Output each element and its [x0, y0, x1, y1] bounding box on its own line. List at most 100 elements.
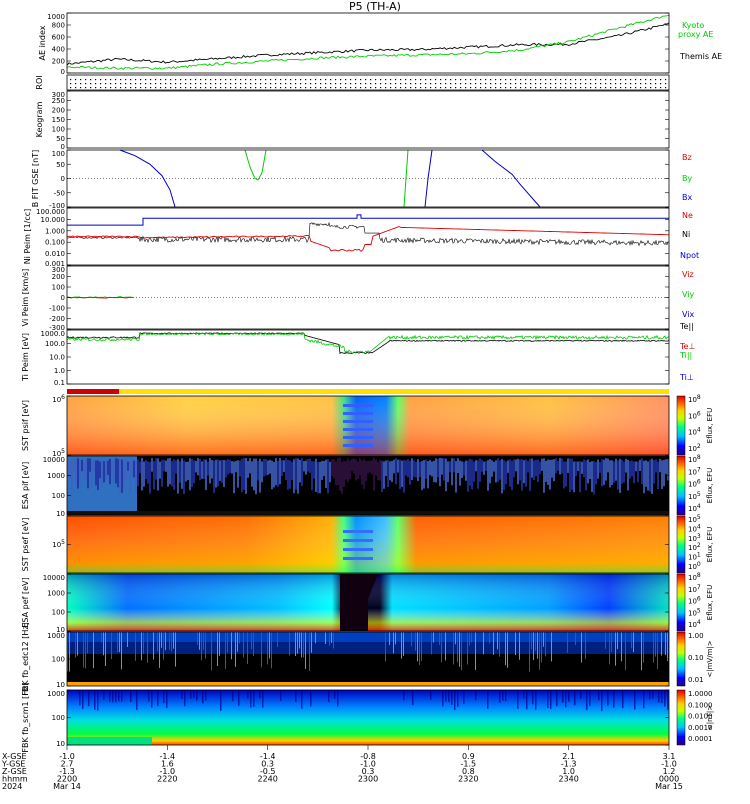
sst-elec-ylabel: SST psef [eV]	[21, 518, 30, 572]
roi-dot	[245, 87, 247, 89]
roi-dot	[610, 87, 612, 89]
text-layer: P5 (TH-A)AE index10008006004002000Kyotop…	[1, 0, 722, 791]
esa-ion-column	[377, 461, 379, 481]
by-trace	[244, 149, 267, 181]
esa-ion-column	[639, 459, 641, 472]
esa-ion-column	[467, 460, 469, 492]
esa-ion-column	[261, 461, 263, 483]
roi-dot	[625, 87, 627, 89]
roi-dot	[610, 79, 612, 81]
xaxis-tick-x: -1.4	[260, 752, 276, 761]
esa-ion-column	[295, 458, 297, 490]
keogram-ticklabel: 250	[52, 97, 65, 105]
roi-dot	[550, 87, 552, 89]
roi-dot	[270, 83, 272, 85]
esa-ion-column	[235, 460, 237, 473]
esa-ion-column	[359, 458, 361, 476]
legend-vix: Vix	[682, 310, 695, 319]
fbk-e-spike	[87, 632, 88, 654]
fbk-e-spike	[611, 632, 612, 652]
roi-dot	[275, 87, 277, 89]
fbk-e-spike	[169, 632, 170, 650]
fbk-e-spike	[101, 632, 102, 643]
fbk-b-streak	[589, 690, 591, 707]
esa-ion-column	[207, 461, 209, 476]
esa-ion-column	[133, 460, 135, 478]
roi-dot	[475, 79, 477, 81]
esa-ion-column	[83, 461, 85, 479]
roi-dot	[245, 83, 247, 85]
roi-dot	[605, 83, 607, 85]
fbk-e-ticklabel: 1000	[47, 632, 65, 640]
roi-dot	[360, 87, 362, 89]
roi-dot	[95, 87, 97, 89]
fbk-b-cbar-ticklabel: 0.0100	[688, 713, 713, 721]
roi-dot	[230, 83, 232, 85]
roi-dot	[295, 79, 297, 81]
roi-dot	[385, 87, 387, 89]
fbk-e-spike	[243, 632, 244, 658]
fbk-e-spike	[431, 632, 432, 655]
esa-ion-column	[253, 458, 255, 491]
fbk-e-spike	[541, 632, 542, 663]
roi-dot	[210, 83, 212, 85]
xaxis-tick-t: 0000	[659, 775, 679, 784]
esa-ion-column	[81, 459, 83, 472]
xaxis-tick-z: 0.8	[462, 767, 475, 776]
roi-dot	[285, 87, 287, 89]
roi-dot	[115, 79, 117, 81]
fbk-b-streak	[523, 690, 525, 699]
esa-ion-column	[409, 460, 411, 485]
fbk-e-floor	[67, 682, 669, 686]
roi-dot	[365, 83, 367, 85]
fbk-e-spike	[147, 632, 148, 663]
bfield-frame	[66, 149, 670, 208]
sst-ion-cell	[343, 420, 373, 423]
fbk-b-streak	[157, 690, 159, 707]
roi-dot	[550, 79, 552, 81]
fbk-b-streak	[517, 690, 519, 709]
roi-dot	[485, 83, 487, 85]
fbk-e-spike	[105, 632, 106, 666]
roi-dot	[315, 87, 317, 89]
esa-ion-column	[555, 458, 557, 474]
fbk-e-spike	[633, 632, 634, 653]
fbk-e-spike	[299, 632, 300, 649]
legend-themis-ae: Themis AE	[679, 52, 722, 61]
legend-viy: Viy	[682, 290, 695, 299]
roi-dot	[350, 83, 352, 85]
fbk-b-streak	[664, 690, 666, 707]
fbk-b-streak	[202, 690, 204, 704]
roi-dot	[275, 83, 277, 85]
xaxis-row-label: 2024	[2, 782, 22, 791]
sst-ion-cell	[343, 436, 373, 439]
roi-dot	[415, 87, 417, 89]
esa-ion-column	[419, 461, 421, 478]
esa-ion-column	[185, 461, 187, 482]
fbk-e-spike	[171, 632, 172, 652]
esa-ion-column	[527, 460, 529, 473]
fbk-b-streak	[337, 690, 339, 707]
esa-ion-column	[607, 458, 609, 473]
esa-ion-column	[457, 458, 459, 473]
roi-dot	[140, 87, 142, 89]
esa-ion-column	[573, 461, 575, 493]
roi-dot	[600, 87, 602, 89]
esa-ion-column	[493, 461, 495, 472]
esa-ion-column	[259, 458, 261, 493]
esa-ion-column	[255, 458, 257, 495]
esa-ion-column	[421, 461, 423, 491]
ae-ticklabel: 0	[61, 68, 65, 76]
esa-ion-column	[601, 459, 603, 487]
roi-dot	[180, 79, 182, 81]
esa-ion-column	[209, 458, 211, 484]
fbk-e-spike	[175, 632, 176, 667]
velocity-frame	[66, 265, 670, 330]
fbk-b-streak	[190, 690, 192, 699]
bx-trace-1	[119, 149, 176, 208]
esa-ion-column	[551, 459, 553, 478]
esa-ion-column	[535, 459, 537, 477]
esa-ion-column	[653, 460, 655, 484]
fbk-b-streak	[487, 690, 489, 709]
fbk-b-streak	[562, 690, 564, 703]
